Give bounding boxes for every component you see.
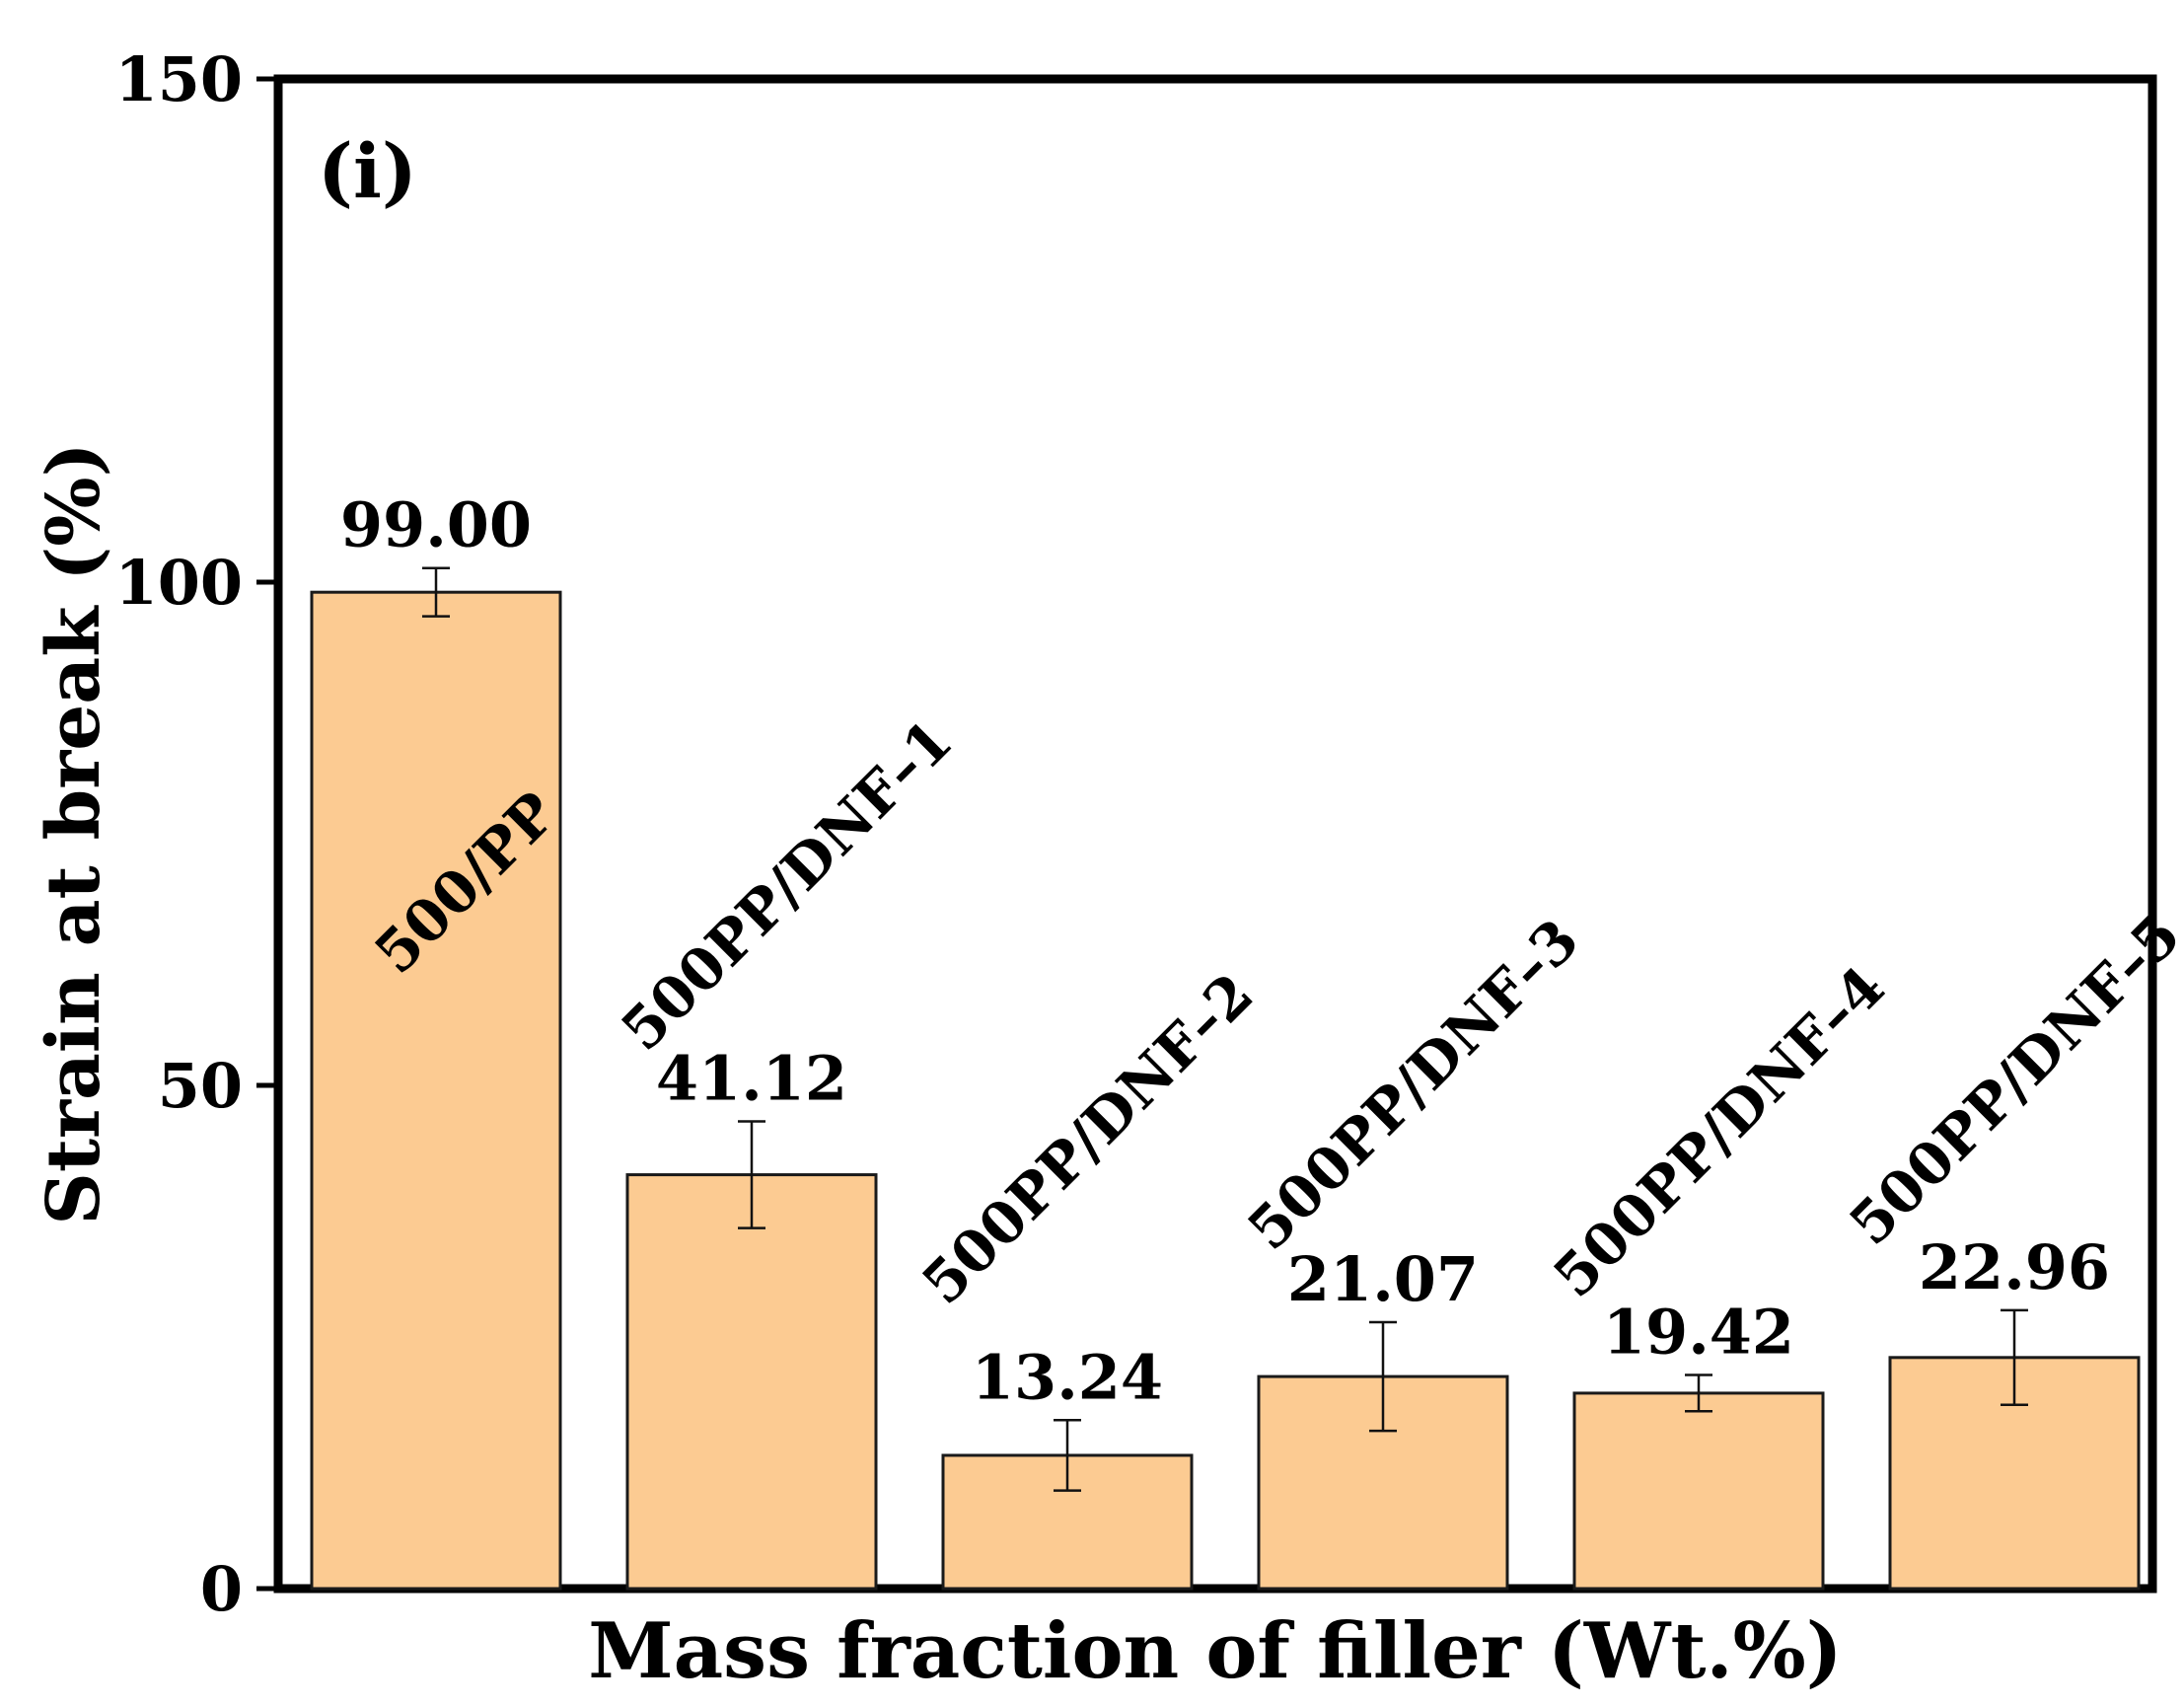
plot-frame — [273, 74, 2157, 1594]
error-bar — [2001, 1308, 2028, 1406]
error-bar — [1369, 1320, 1397, 1433]
value-label: 41.12 — [656, 1043, 847, 1115]
y-axis-label: Strain at break (%) — [32, 442, 116, 1225]
category-label: 500PP/DNF–4 — [1541, 953, 1898, 1310]
category-label: 500PP/DNF–3 — [1235, 906, 1592, 1263]
error-bar — [1685, 1373, 1712, 1413]
error-bar — [738, 1120, 765, 1229]
y-tick-label: 100 — [115, 547, 243, 619]
value-label: 22.96 — [1919, 1231, 2110, 1303]
bar — [625, 1173, 878, 1591]
panel-label: (i) — [318, 127, 417, 215]
value-label: 21.07 — [1287, 1243, 1479, 1315]
y-tick-label: 150 — [115, 43, 243, 115]
category-label: 500PP/DNF–2 — [910, 960, 1267, 1317]
category-label: 500PP/DNF–1 — [609, 706, 966, 1064]
bar — [1572, 1391, 1825, 1591]
y-tick-label: 0 — [200, 1553, 243, 1625]
error-bar — [422, 566, 450, 618]
value-labels: 99.00 41.12 13.24 21.07 19.42 22.96 — [340, 489, 2110, 1414]
bars — [310, 590, 2141, 1591]
error-bar — [1054, 1419, 1081, 1492]
error-bars — [422, 566, 2028, 1492]
y-tick-label: 50 — [158, 1050, 243, 1122]
value-label: 13.24 — [972, 1341, 1163, 1413]
bar — [310, 590, 562, 1591]
value-label: 99.00 — [340, 489, 532, 561]
x-axis-label: Mass fraction of filler (Wt.%) — [588, 1606, 1842, 1696]
value-label: 19.42 — [1603, 1297, 1794, 1369]
category-label: 500PP/DNF–5 — [1837, 901, 2184, 1258]
y-ticks: 0 50 100 150 — [115, 43, 278, 1625]
